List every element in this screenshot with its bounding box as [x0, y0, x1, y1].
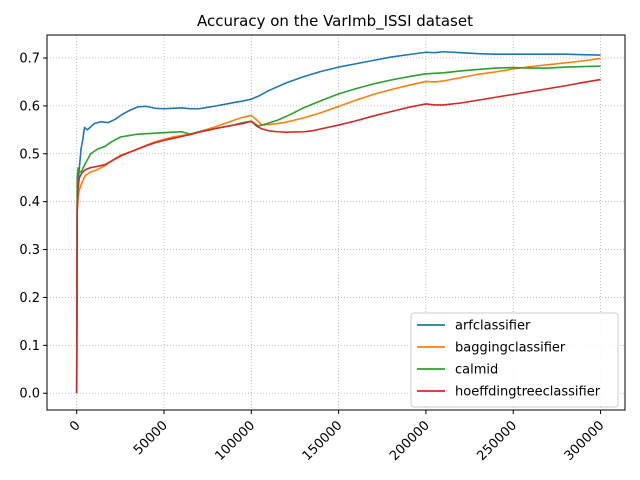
y-tick-label: 0.1	[19, 339, 40, 354]
y-tick-label: 0.7	[19, 51, 40, 66]
series-line-arfclassifier	[75, 50, 601, 394]
legend: arfclassifier baggingclassifier calmid hoef…	[410, 312, 619, 408]
y-tick-label: 0.2	[19, 291, 40, 306]
legend-label-calmid: calmid	[455, 363, 498, 378]
legend-label-hoeffdingtreeclassifier: hoeffdingtreeclassifier	[455, 385, 601, 400]
y-tick-label: 0.5	[19, 147, 40, 162]
plot-frame	[46, 34, 626, 411]
series-line-baggingclassifier	[75, 57, 601, 394]
legend-box	[410, 312, 619, 408]
series-lines	[75, 50, 601, 394]
y-tick-label: 0.6	[19, 99, 40, 114]
chart-title: Accuracy on the VarImb_ISSI dataset	[197, 12, 473, 31]
series-line-hoeffdingtreeclassifier	[75, 78, 601, 394]
y-tick-label: 0.4	[19, 195, 40, 210]
legend-label-arfclassifier: arfclassifier	[455, 319, 531, 334]
y-tick-label: 0.0	[19, 387, 40, 402]
y-tick-label: 0.3	[19, 243, 40, 258]
legend-label-baggingclassifier: baggingclassifier	[455, 341, 566, 356]
